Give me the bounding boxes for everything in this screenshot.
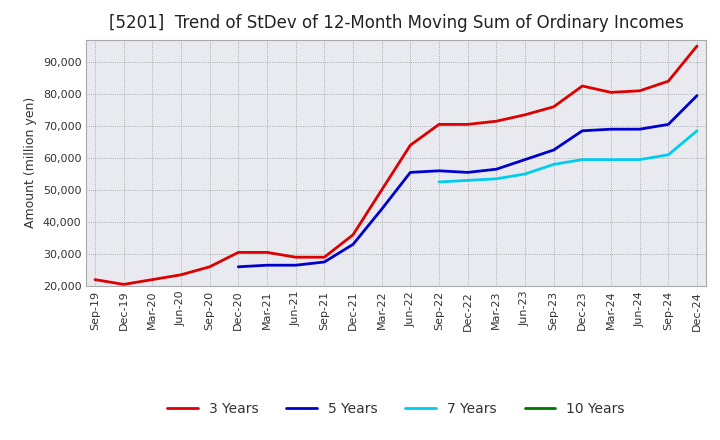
3 Years	[435, 122, 444, 127]
Line: 5 Years: 5 Years	[238, 95, 697, 267]
5 Years	[492, 167, 500, 172]
3 Years	[234, 250, 243, 255]
3 Years	[693, 44, 701, 49]
7 Years	[492, 176, 500, 181]
3 Years	[607, 90, 616, 95]
3 Years	[578, 83, 587, 88]
7 Years	[664, 152, 672, 158]
3 Years	[492, 118, 500, 124]
3 Years	[148, 277, 157, 282]
Legend: 3 Years, 5 Years, 7 Years, 10 Years: 3 Years, 5 Years, 7 Years, 10 Years	[162, 396, 630, 422]
3 Years	[377, 187, 386, 193]
5 Years	[664, 122, 672, 127]
5 Years	[607, 127, 616, 132]
7 Years	[521, 171, 529, 176]
5 Years	[320, 259, 328, 264]
Line: 3 Years: 3 Years	[95, 46, 697, 284]
7 Years	[464, 178, 472, 183]
5 Years	[635, 127, 644, 132]
3 Years	[635, 88, 644, 93]
3 Years	[406, 143, 415, 148]
3 Years	[205, 264, 214, 269]
3 Years	[664, 79, 672, 84]
7 Years	[635, 157, 644, 162]
3 Years	[521, 112, 529, 117]
5 Years	[549, 147, 558, 153]
3 Years	[348, 232, 357, 238]
5 Years	[464, 170, 472, 175]
5 Years	[348, 242, 357, 247]
3 Years	[464, 122, 472, 127]
3 Years	[320, 255, 328, 260]
5 Years	[377, 206, 386, 212]
3 Years	[176, 272, 185, 278]
5 Years	[263, 263, 271, 268]
Y-axis label: Amount (million yen): Amount (million yen)	[24, 97, 37, 228]
Line: 7 Years: 7 Years	[439, 131, 697, 182]
7 Years	[607, 157, 616, 162]
3 Years	[549, 104, 558, 110]
3 Years	[292, 255, 300, 260]
7 Years	[549, 162, 558, 167]
5 Years	[234, 264, 243, 269]
7 Years	[693, 128, 701, 133]
5 Years	[292, 263, 300, 268]
3 Years	[120, 282, 128, 287]
5 Years	[578, 128, 587, 133]
7 Years	[578, 157, 587, 162]
Title: [5201]  Trend of StDev of 12-Month Moving Sum of Ordinary Incomes: [5201] Trend of StDev of 12-Month Moving…	[109, 15, 683, 33]
5 Years	[693, 93, 701, 98]
5 Years	[406, 170, 415, 175]
3 Years	[91, 277, 99, 282]
3 Years	[263, 250, 271, 255]
5 Years	[435, 168, 444, 173]
7 Years	[435, 180, 444, 185]
5 Years	[521, 157, 529, 162]
